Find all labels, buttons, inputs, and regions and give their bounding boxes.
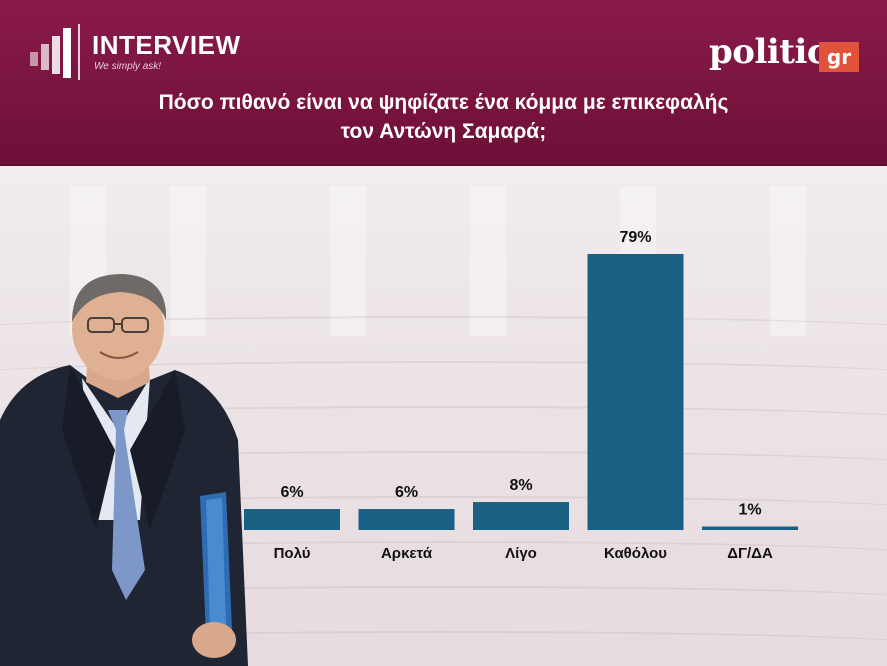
interview-brand-name: INTERVIEW <box>92 30 241 60</box>
interview-tagline: We simply ask! <box>94 61 162 72</box>
interview-logo: INTERVIEW We simply ask! <box>28 24 258 80</box>
politic-logo: politic gr <box>709 32 859 76</box>
survey-question-line-2: τον Αντώνη Σαμαρά; <box>340 120 547 143</box>
politic-brand-name: politic <box>709 32 828 72</box>
survey-question-line-1: Πόσο πιθανό είναι να ψηφίζατε ένα κόμμα … <box>158 91 729 114</box>
survey-question: Πόσο πιθανό είναι να ψηφίζατε ένα κόμμα … <box>60 88 827 146</box>
politician-photo <box>0 274 248 666</box>
politic-gr-badge: gr <box>819 42 859 72</box>
header-banner: INTERVIEW We simply ask! politic gr Πόσο… <box>0 0 887 166</box>
interview-bars-icon <box>30 24 80 80</box>
